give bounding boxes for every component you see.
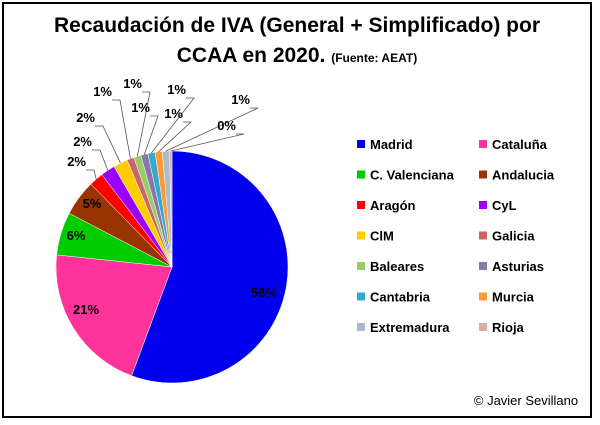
chart-credit: © Javier Sevillano xyxy=(474,393,578,408)
legend-label-11: Cantabria xyxy=(370,290,431,305)
pie-data-label-9: 1% xyxy=(123,76,142,91)
pie-leader-line-12 xyxy=(158,121,193,153)
pie-data-label-6: 2% xyxy=(73,134,92,149)
legend-swatch-11 xyxy=(357,292,365,301)
legend-swatch-6 xyxy=(479,201,487,209)
chart-title-line-2-group: CCAA en 2020. (Fuente: AEAT) xyxy=(177,44,417,67)
pie-data-label-7: 2% xyxy=(76,110,95,125)
pie-slice-1 xyxy=(131,150,289,384)
pie-data-label-3: 6% xyxy=(67,228,86,243)
legend-swatch-5 xyxy=(357,201,365,209)
legend-swatch-7 xyxy=(357,231,365,240)
pie-leader-line-10 xyxy=(143,115,159,155)
pie-leader-line-5 xyxy=(86,169,97,180)
legend-label-8: Galicia xyxy=(492,229,535,244)
legend-label-5: Aragón xyxy=(370,198,416,213)
pie-data-label-13: 1% xyxy=(231,92,250,107)
pie-data-label-10: 1% xyxy=(131,100,150,115)
pie-data-label-8: 1% xyxy=(93,84,112,99)
legend-label-2: Cataluña xyxy=(492,137,548,152)
pie-leader-line-8 xyxy=(112,99,131,159)
chart-title-line-2: CCAA en 2020. xyxy=(177,44,331,67)
pie-data-label-4: 5% xyxy=(83,196,102,211)
pie-data-label-5: 2% xyxy=(67,154,86,169)
legend-label-14: Rioja xyxy=(492,320,525,335)
legend-swatch-9 xyxy=(357,262,365,270)
pie-slice-2 xyxy=(55,254,173,377)
chart-title-line-1: Recaudación de IVA (General + Simplifica… xyxy=(54,14,540,37)
legend-swatch-1 xyxy=(357,140,365,148)
legend-label-13: Extremadura xyxy=(370,320,450,335)
pie-leader-line-11 xyxy=(151,97,195,154)
legend-label-1: Madrid xyxy=(370,137,413,152)
legend-label-4: Andalucia xyxy=(492,168,555,183)
pie-leader-line-13 xyxy=(165,107,259,152)
legend-swatch-14 xyxy=(479,323,487,331)
pie-data-label-12: 1% xyxy=(164,106,183,121)
legend-swatch-10 xyxy=(479,262,487,270)
pie-data-label-14: 0% xyxy=(217,118,236,133)
legend-label-10: Asturias xyxy=(492,259,544,274)
pie-data-label-1: 56% xyxy=(251,285,277,300)
legend-label-6: CyL xyxy=(492,198,517,213)
legend-swatch-12 xyxy=(479,292,487,301)
legend-label-7: ClM xyxy=(370,229,394,244)
legend-label-9: Baleares xyxy=(370,259,424,274)
pie-leader-line-14 xyxy=(170,133,245,152)
legend-swatch-3 xyxy=(357,170,365,179)
legend-label-12: Murcia xyxy=(492,290,535,305)
legend-swatch-2 xyxy=(479,140,487,148)
pie-data-label-2: 21% xyxy=(73,302,99,317)
pie-leader-line-9 xyxy=(136,91,151,157)
legend-swatch-4 xyxy=(479,170,487,179)
pie-data-label-11: 1% xyxy=(167,82,186,97)
legend-swatch-8 xyxy=(479,231,487,240)
legend-swatch-13 xyxy=(357,323,365,331)
pie-leader-line-6 xyxy=(92,149,109,171)
pie-leader-line-7 xyxy=(95,125,121,164)
legend-label-3: C. Valenciana xyxy=(370,168,455,183)
chart-subtitle: (Fuente: AEAT) xyxy=(331,51,417,65)
